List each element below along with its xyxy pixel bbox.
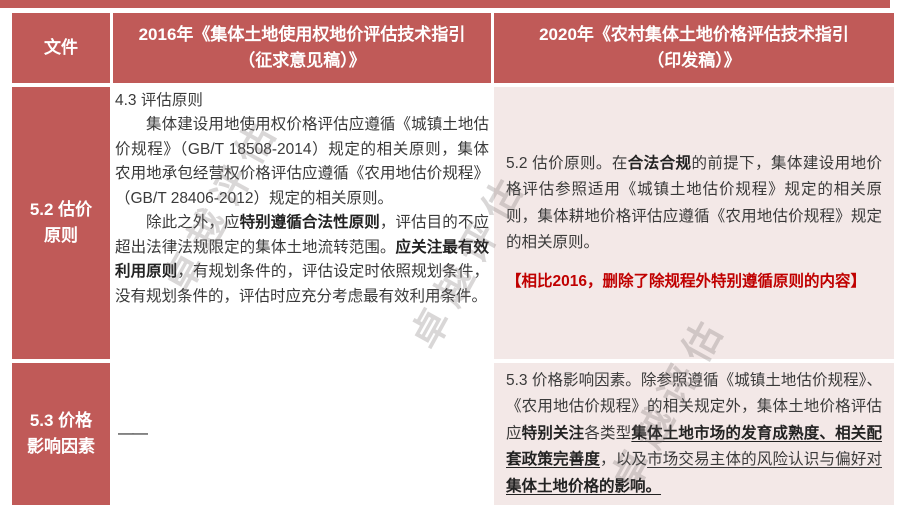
cell-2016-empty-dash: —— — [113, 363, 491, 505]
text-segment-bold: 特别遵循合法性原则 — [239, 214, 380, 232]
comparison-table: 文件 2016年《集体土地使用权地价评估技术指引 （征求意见稿）》 2020年《… — [12, 13, 894, 505]
text-segment: 4.3 评估原则 — [115, 92, 203, 109]
header-file-label: 文件 — [44, 37, 78, 57]
text-segment-bold: 特别关注 — [521, 424, 585, 442]
em-dash: —— — [118, 425, 148, 442]
top-accent-bar — [0, 0, 890, 8]
row-label-5-2-text: 5.2 估价 原则 — [29, 199, 93, 245]
text-segment: 5.3 价格影响因素。除参照遵循《城镇土地估价规程》、《农用地估价规程》的相关规… — [506, 372, 882, 442]
text-segment-underline: 市场交易主体的风险认识与偏好对 — [647, 451, 882, 469]
header-cell-2020: 2020年《农村集体土地价格评估技术指引 （印发稿）》 — [494, 13, 894, 83]
text-segment: 的前提下，集体建设用地价格评估参照适用《城镇土地估价规程》规定的相关原则，集体耕… — [506, 155, 882, 252]
text-segment: 除此之外，应 — [146, 214, 240, 232]
text-segment-bold-underline: 集体土地价格的影响。 — [506, 477, 662, 495]
row-label-5-3-text: 5.3 价格 影响因素 — [27, 410, 95, 456]
paragraph-2020-principles: 5.2 估价原则。在合法合规的前提下，集体建设用地价格评估参照适用《城镇土地估价… — [506, 151, 882, 256]
cell-2020-price-factors: 5.3 价格影响因素。除参照遵循《城镇土地估价规程》、《农用地估价规程》的相关规… — [494, 363, 894, 505]
text-segment-bold-underline: 集体土地市场的发育成熟度、相关配套政策完善度 — [506, 424, 882, 469]
text-segment-bold: 合法合规 — [627, 155, 692, 173]
text-segment-bold: 应关注最有效利用原则 — [115, 238, 489, 281]
header-2016-label: 2016年《集体土地使用权地价评估技术指引 （征求意见稿）》 — [138, 24, 466, 70]
text-segment: 集体建设用地使用权价格评估应遵循《城镇土地估价规程》（GB/T 18508-20… — [115, 116, 489, 207]
text-segment: ，以及 — [600, 451, 648, 469]
header-cell-file: 文件 — [12, 13, 110, 83]
header-2020-label: 2020年《农村集体土地价格评估技术指引 （印发稿）》 — [539, 24, 849, 70]
row-label-5-3: 5.3 价格 影响因素 — [12, 363, 110, 505]
row-label-5-2: 5.2 估价 原则 — [12, 87, 110, 359]
text-segment: 各类型 — [584, 424, 632, 442]
text-segment: ，有规划条件的，评估设定时依照规划条件，没有规划条件的，评估时应充分考虑最有效利… — [115, 263, 489, 305]
paragraph-price-factors: 5.3 价格影响因素。除参照遵循《城镇土地估价规程》、《农用地估价规程》的相关规… — [506, 368, 882, 500]
header-cell-2016: 2016年《集体土地使用权地价评估技术指引 （征求意见稿）》 — [113, 13, 491, 83]
paragraph-regulations: 集体建设用地使用权价格评估应遵循《城镇土地估价规程》（GB/T 18508-20… — [115, 113, 489, 211]
paragraph-title: 4.3 评估原则 — [115, 89, 489, 113]
text-segment: ，评估目的不应超出法律法规限定的集体土地流转范围。 — [115, 214, 489, 256]
comparison-note-2016: 【相比2016，删除了除规程外特别遵循原则的内容】 — [506, 272, 866, 290]
paragraph-special-principles: 除此之外，应特别遵循合法性原则，评估目的不应超出法律法规限定的集体土地流转范围。… — [115, 211, 489, 309]
text-segment: 5.2 估价原则。在 — [506, 155, 628, 173]
cell-2016-valuation-principles: 4.3 评估原则 集体建设用地使用权价格评估应遵循《城镇土地估价规程》（GB/T… — [113, 87, 491, 359]
cell-2020-valuation-principles: 5.2 估价原则。在合法合规的前提下，集体建设用地价格评估参照适用《城镇土地估价… — [494, 87, 894, 359]
